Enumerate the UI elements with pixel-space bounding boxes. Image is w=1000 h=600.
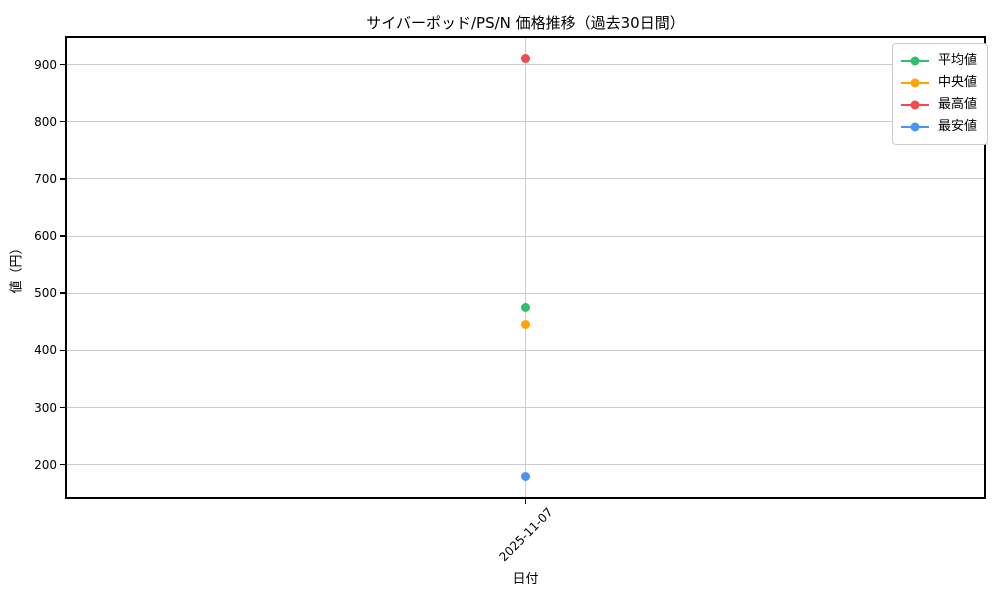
x-axis-label: 日付	[512, 572, 539, 587]
legend-item: 最安値	[900, 116, 977, 138]
y-tick-label: 300	[34, 400, 57, 415]
legend-item: 平均値	[900, 50, 977, 72]
y-axis-label: 値（円）	[9, 241, 25, 294]
data-point-平均値	[521, 303, 530, 312]
y-tick-mark	[60, 235, 65, 237]
legend-item: 中央値	[900, 72, 977, 94]
y-tick-mark	[60, 349, 65, 352]
y-tick-mark	[60, 292, 65, 294]
y-tick-label: 500	[34, 286, 57, 301]
y-tick-label: 900	[34, 57, 57, 72]
y-tick-mark	[60, 178, 65, 180]
y-tick-label: 400	[34, 343, 57, 358]
legend-marker-dot-icon	[910, 122, 920, 132]
legend-item-label: 最安値	[937, 119, 977, 134]
gridline-vertical	[525, 38, 526, 497]
legend-marker-dot-icon	[910, 100, 920, 110]
legend-item-label: 中央値	[937, 75, 977, 90]
legend-marker-line	[900, 122, 929, 132]
legend-marker-dot-icon	[910, 78, 920, 88]
legend-marker-line	[900, 56, 929, 66]
x-tick-mark	[524, 499, 527, 504]
legend-item-label: 最高値	[937, 97, 977, 112]
y-tick-mark	[60, 63, 65, 66]
y-tick-label: 700	[34, 171, 57, 186]
legend-item: 最高値	[900, 94, 977, 116]
y-tick-mark	[60, 120, 65, 123]
plot-area	[65, 36, 986, 499]
chart-title: サイバーポッド/PS/N 価格推移（過去30日間）	[366, 14, 685, 32]
data-point-中央値	[521, 320, 530, 330]
legend-item-label: 平均値	[937, 53, 977, 68]
y-tick-mark	[60, 406, 65, 409]
data-point-最高値	[521, 54, 530, 64]
legend-marker-line	[900, 78, 929, 88]
legend-marker-dot-icon	[910, 56, 920, 66]
y-tick-mark	[60, 463, 65, 466]
legend: 平均値中央値最高値最安値	[891, 43, 988, 145]
legend-marker-line	[900, 100, 929, 110]
y-tick-label: 800	[34, 114, 57, 129]
y-tick-label: 600	[34, 229, 57, 244]
x-tick-label: 2025-11-07	[496, 505, 556, 565]
y-tick-label: 200	[34, 457, 57, 472]
data-point-最安値	[521, 471, 530, 481]
